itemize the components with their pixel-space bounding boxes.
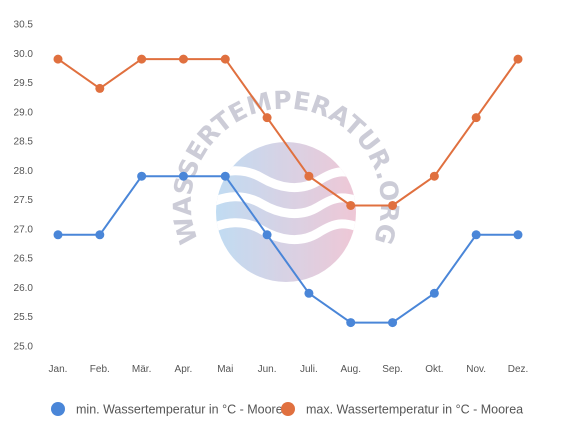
x-tick-label: Juli. (300, 364, 318, 375)
data-point[interactable] (220, 171, 230, 181)
x-tick-label: Apr. (175, 364, 193, 375)
y-tick-label: 26.5 (14, 254, 34, 265)
data-point[interactable] (137, 171, 147, 181)
data-point[interactable] (53, 54, 63, 64)
y-tick-label: 30.5 (14, 20, 34, 31)
x-tick-label: Mai (217, 364, 233, 375)
data-point[interactable] (95, 230, 105, 240)
data-point[interactable] (388, 200, 398, 210)
data-point[interactable] (513, 54, 523, 64)
y-tick-label: 27.5 (14, 195, 34, 206)
y-tick-label: 27.0 (14, 224, 34, 235)
x-tick-label: Aug. (340, 364, 361, 375)
data-point[interactable] (346, 318, 356, 328)
y-tick-label: 29.5 (14, 78, 34, 89)
data-point[interactable] (388, 318, 398, 328)
data-point[interactable] (220, 54, 230, 64)
y-tick-label: 30.0 (14, 49, 34, 60)
data-point[interactable] (178, 54, 188, 64)
y-tick-label: 28.5 (14, 137, 34, 148)
x-tick-label: Okt. (425, 364, 443, 375)
legend-label[interactable]: max. Wassertemperatur in °C - Moorea (306, 403, 523, 417)
data-point[interactable] (262, 230, 272, 240)
x-tick-label: Dez. (508, 364, 529, 375)
x-axis: Jan. Feb. Mär. Apr. Mai Jun. Juli. Aug. Sep. Okt.… (49, 364, 529, 375)
y-axis: 30.5 30.0 29.5 29.0 28.5 28.0 27.5 27.0 26.5 26.0… (14, 20, 34, 353)
series-max (53, 54, 523, 210)
x-tick-label: Jan. (49, 364, 68, 375)
data-point[interactable] (471, 113, 481, 123)
data-point[interactable] (262, 113, 272, 123)
series-line (57, 58, 519, 207)
series-line (58, 175, 518, 324)
data-point[interactable] (429, 171, 439, 181)
watermark-logo: WASSERTEMPERATUR.ORG (168, 85, 404, 282)
data-point[interactable] (304, 288, 314, 298)
legend: min. Wassertemperatur in °C - Moorea max.… (51, 402, 523, 417)
data-point[interactable] (95, 83, 105, 93)
data-point[interactable] (346, 200, 356, 210)
data-point[interactable] (513, 230, 523, 240)
y-tick-label: 28.0 (14, 166, 34, 177)
x-tick-label: Feb. (90, 364, 110, 375)
legend-marker[interactable] (51, 402, 65, 416)
data-point[interactable] (178, 171, 188, 181)
y-tick-label: 25.5 (14, 312, 34, 323)
x-tick-label: Sep. (382, 364, 403, 375)
x-tick-label: Jun. (258, 364, 277, 375)
data-point[interactable] (137, 54, 147, 64)
x-tick-label: Nov. (466, 364, 486, 375)
legend-label[interactable]: min. Wassertemperatur in °C - Moorea (76, 403, 290, 417)
series-min (53, 171, 523, 328)
data-point[interactable] (304, 171, 314, 181)
data-point[interactable] (429, 288, 439, 298)
y-tick-label: 26.0 (14, 283, 34, 294)
series-layer (53, 54, 523, 328)
x-tick-label: Mär. (132, 364, 151, 375)
data-point[interactable] (53, 230, 63, 240)
y-tick-label: 29.0 (14, 107, 34, 118)
y-tick-label: 25.0 (14, 342, 34, 353)
data-point[interactable] (471, 230, 481, 240)
legend-marker[interactable] (281, 402, 295, 416)
